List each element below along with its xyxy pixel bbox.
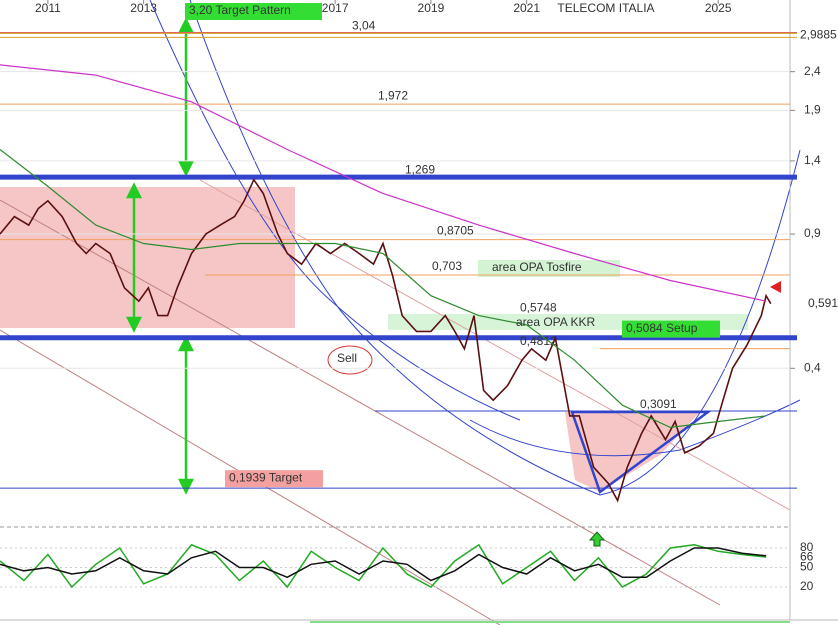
arrows	[125, 17, 195, 495]
y-tick-label: 2,4	[804, 64, 821, 78]
x-tick-label: 2017	[322, 1, 349, 15]
y-tick-label: 0,4	[804, 360, 821, 374]
annotation: Sell	[337, 351, 357, 365]
series-line	[0, 64, 767, 302]
x-tick-label: 2011	[35, 1, 61, 15]
chart-layer: 2,4 1,9 1,4 0,9 0,4 2011 2013 2017 2019 2021 2025 T…	[0, 0, 838, 593]
level-label: 1,972	[378, 88, 408, 102]
pink-zone	[0, 187, 295, 328]
current-value: 66	[800, 549, 814, 563]
level-label: 0,1939 Target	[229, 470, 303, 484]
triangle	[570, 410, 712, 495]
level-label: 0,5084 Setup	[626, 321, 698, 335]
level-label: 0,8705	[437, 224, 474, 238]
level-label-box	[185, 3, 322, 20]
annotation: area OPA KKR	[516, 315, 595, 329]
trend-curve	[469, 399, 801, 457]
series-line	[0, 547, 767, 582]
red-arrow	[770, 281, 781, 293]
y-tick-label: 1,9	[804, 103, 821, 117]
x-tick-label: 2025	[705, 1, 732, 15]
level-label: 0,4812	[520, 334, 557, 348]
right-label: 2,9885	[800, 28, 837, 42]
level-label-box	[622, 320, 720, 338]
sell-ellipse	[327, 345, 373, 375]
y-tick-label: 80	[800, 540, 814, 554]
level-label-box	[225, 470, 323, 488]
y-tick-label: 50	[800, 560, 814, 574]
chart-title: TELECOM ITALIA	[557, 1, 654, 15]
level-label: 3,20 Target Pattern	[189, 3, 291, 17]
channel-line	[199, 179, 791, 511]
green-zone	[478, 260, 620, 277]
x-tick-label: 2021	[513, 1, 540, 15]
level-label: 3,04	[352, 19, 376, 33]
buy-arrow	[588, 531, 606, 547]
series-line	[0, 149, 767, 429]
x-tick-label: 2013	[130, 1, 157, 15]
x-tick-label: 2019	[418, 1, 445, 15]
level-label: 0,5748	[520, 300, 557, 314]
level-label: 0,703	[432, 259, 462, 273]
series-line	[0, 543, 767, 589]
y-tick-label: 0,9	[804, 226, 821, 240]
annotation: area OPA Tosfire	[492, 260, 582, 274]
y-tick-label: 1,4	[804, 153, 821, 167]
y-tick-label: 20	[800, 579, 814, 593]
right-label: 0,591	[808, 296, 838, 310]
level-label: 1,269	[405, 162, 435, 176]
level-label: 0,3091	[640, 397, 677, 411]
trend-curve	[149, 0, 521, 421]
trend-curve	[189, 0, 801, 496]
